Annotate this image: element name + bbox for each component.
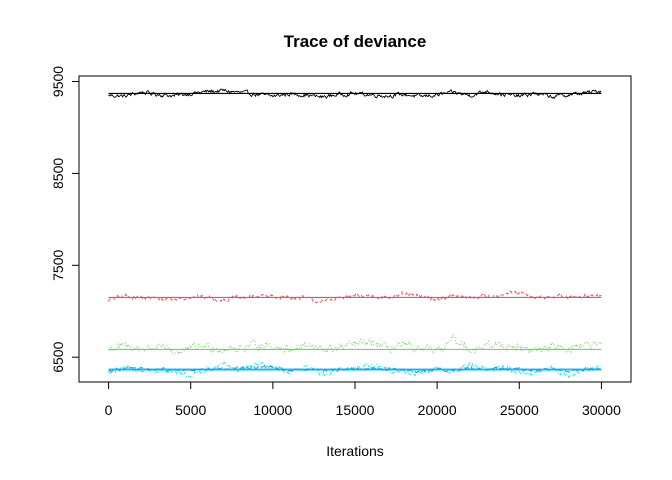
y-axis: 6500 7500 8500 9500 [50,66,80,373]
y-tick-label: 8500 [50,158,66,189]
plot-area-frame [78,75,632,383]
series-trace-line [108,364,602,374]
series-trace-line [108,88,602,100]
y-tick-label: 7500 [50,250,66,281]
y-tick-label: 6500 [50,341,66,372]
x-tick-label: 30000 [582,402,621,418]
x-tick-label: 5000 [175,402,206,418]
series-trace-line [108,360,602,379]
y-tick-label: 9500 [50,66,66,97]
series-layer [108,88,602,379]
series-trace-line [108,334,602,355]
x-tick-label: 15000 [336,402,375,418]
chart-title: Trace of deviance [284,32,427,51]
x-tick-label: 10000 [253,402,292,418]
series-trace-line [108,290,602,304]
x-axis: 0 5000 10000 15000 20000 25000 30000 [105,381,621,418]
x-tick-label: 20000 [418,402,457,418]
x-axis-label: Iterations [326,443,384,459]
x-tick-label: 0 [105,402,113,418]
x-tick-label: 25000 [500,402,539,418]
